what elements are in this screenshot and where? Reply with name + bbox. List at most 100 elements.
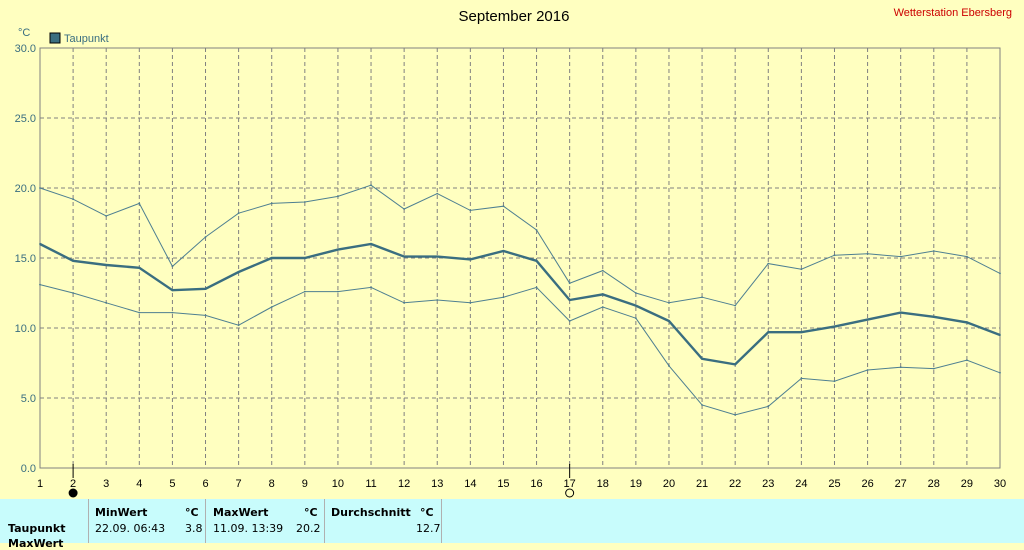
x-tick-label: 6 [202, 478, 208, 490]
data-point [999, 371, 1001, 374]
data-point [403, 301, 406, 304]
data-point [767, 331, 770, 334]
x-tick-label: 11 [365, 478, 376, 490]
x-tick-label: 30 [994, 478, 1006, 490]
data-point [535, 286, 538, 289]
avg-value: 12.7 [416, 522, 441, 535]
data-point [270, 306, 273, 308]
x-tick-label: 21 [696, 478, 708, 490]
x-tick-label: 1 [37, 478, 43, 490]
data-point [833, 380, 836, 383]
data-point [72, 259, 75, 262]
x-tick-label: 17 [564, 478, 576, 490]
data-point [734, 413, 737, 416]
data-point [833, 254, 836, 257]
y-tick-label: 5.0 [21, 393, 36, 405]
data-point [138, 202, 141, 205]
data-point [899, 255, 902, 258]
data-point [932, 367, 935, 370]
y-tick-label: 25.0 [15, 113, 36, 125]
series-line [39, 284, 1001, 416]
stats-panel: MinWert °C MaxWert °C Durchschnitt °C Ta… [0, 499, 1024, 550]
data-point [436, 192, 439, 195]
row-label: Taupunkt [8, 522, 66, 535]
data-point [171, 311, 174, 314]
data-point [370, 286, 372, 289]
data-point [105, 264, 108, 266]
x-tick-label: 16 [530, 478, 542, 490]
x-tick-label: 12 [398, 478, 410, 490]
data-point [535, 259, 538, 262]
data-point [701, 296, 703, 299]
x-tick-label: 24 [795, 478, 807, 490]
data-point [634, 317, 637, 320]
data-point [668, 320, 670, 322]
data-point [502, 250, 505, 252]
x-tick-label: 3 [103, 478, 109, 490]
data-point [568, 320, 571, 322]
x-tick-label: 4 [136, 478, 142, 490]
x-tick-label: 13 [431, 478, 443, 490]
data-point [403, 255, 406, 258]
data-point [734, 363, 737, 366]
data-point [601, 293, 604, 296]
x-tick-label: 8 [269, 478, 275, 490]
data-point [204, 236, 207, 238]
data-point [370, 184, 372, 187]
data-point [204, 287, 207, 290]
data-point [800, 331, 803, 334]
data-point [469, 301, 472, 304]
data-point [270, 202, 273, 205]
x-tick-label: 20 [663, 478, 675, 490]
plot-frame [39, 47, 1001, 469]
y-tick-label: 10.0 [15, 323, 36, 335]
x-tick-label: 19 [630, 478, 642, 490]
data-point [204, 314, 207, 317]
data-point [535, 229, 538, 231]
data-point [337, 248, 339, 251]
max-value: 20.2 [296, 522, 321, 535]
x-tick-label: 5 [169, 478, 175, 490]
data-point [237, 324, 240, 327]
data-point [800, 268, 803, 271]
data-point [303, 290, 306, 293]
full-moon-icon [68, 488, 78, 498]
data-point [767, 405, 770, 408]
minwert-unit: °C [185, 506, 199, 519]
legend-swatch [49, 32, 61, 44]
panel-divider [205, 499, 206, 543]
x-tick-label: 27 [895, 478, 907, 490]
x-tick-label: 29 [961, 478, 973, 490]
legend-label: Taupunkt [64, 33, 109, 45]
data-point [668, 301, 670, 304]
data-point [237, 212, 240, 215]
row2-label: MaxWert [8, 537, 64, 550]
data-point [734, 304, 737, 307]
data-point [105, 301, 108, 304]
data-point [39, 187, 41, 189]
station-name: Wetterstation Ebersberg [894, 7, 1012, 19]
chart-title: September 2016 [459, 8, 570, 25]
data-point [403, 208, 406, 210]
y-tick-label: 30.0 [15, 43, 36, 55]
chart: September 2016 Wetterstation Ebersberg °… [15, 7, 1012, 498]
data-point [701, 404, 703, 406]
x-tick-label: 14 [464, 478, 476, 490]
data-point [965, 321, 968, 324]
data-point [469, 209, 472, 212]
x-tick-label: 2 [70, 478, 76, 490]
data-point [899, 311, 902, 314]
data-point [634, 304, 637, 307]
data-point [999, 272, 1001, 275]
min-value: 3.8 [185, 522, 203, 535]
data-point [601, 269, 604, 272]
x-tick-label: 9 [302, 478, 308, 490]
data-point [866, 369, 869, 371]
data-point [568, 282, 571, 285]
x-tick-label: 25 [828, 478, 840, 490]
x-tick-label: 10 [332, 478, 344, 490]
x-tick-label: 15 [497, 478, 509, 490]
data-point [767, 262, 770, 265]
data-point [270, 257, 273, 259]
data-point [932, 315, 935, 318]
